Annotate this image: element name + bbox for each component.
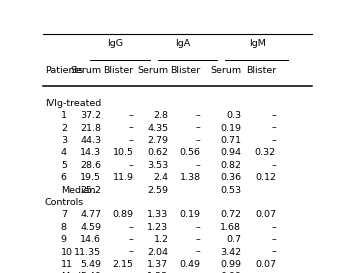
- Text: 4: 4: [61, 148, 67, 157]
- Text: 6: 6: [61, 173, 67, 182]
- Text: 8: 8: [61, 223, 67, 232]
- Text: 2: 2: [61, 124, 67, 133]
- Text: 0.49: 0.49: [180, 260, 201, 269]
- Text: IgM: IgM: [249, 39, 265, 48]
- Text: –: –: [271, 136, 276, 145]
- Text: 28.6: 28.6: [80, 161, 101, 170]
- Text: 5: 5: [61, 161, 67, 170]
- Text: 1.2: 1.2: [153, 235, 168, 244]
- Text: 1.23: 1.23: [147, 223, 168, 232]
- Text: 1.33: 1.33: [147, 210, 168, 219]
- Text: 2.8: 2.8: [153, 111, 168, 120]
- Text: 2.4: 2.4: [153, 173, 168, 182]
- Text: 14.6: 14.6: [80, 235, 101, 244]
- Text: –: –: [271, 124, 276, 133]
- Text: –: –: [271, 111, 276, 120]
- Text: –: –: [129, 136, 134, 145]
- Text: –: –: [196, 235, 201, 244]
- Text: 0.94: 0.94: [220, 148, 241, 157]
- Text: 2.79: 2.79: [147, 136, 168, 145]
- Text: –: –: [196, 136, 201, 145]
- Text: –: –: [129, 111, 134, 120]
- Text: 1: 1: [61, 111, 67, 120]
- Text: Serum: Serum: [210, 66, 241, 75]
- Text: 11.35: 11.35: [74, 248, 101, 257]
- Text: 0.62: 0.62: [147, 148, 168, 157]
- Text: –: –: [129, 161, 134, 170]
- Text: 7: 7: [61, 210, 67, 219]
- Text: 0.12: 0.12: [255, 173, 276, 182]
- Text: 0.3: 0.3: [226, 111, 241, 120]
- Text: Median: Median: [61, 186, 95, 195]
- Text: –: –: [129, 223, 134, 232]
- Text: –: –: [196, 124, 201, 133]
- Text: Blister: Blister: [103, 66, 134, 75]
- Text: 2.04: 2.04: [147, 248, 168, 257]
- Text: 4.77: 4.77: [80, 210, 101, 219]
- Text: 0.56: 0.56: [180, 148, 201, 157]
- Text: 0.82: 0.82: [220, 161, 241, 170]
- Text: –: –: [129, 124, 134, 133]
- Text: –: –: [129, 248, 134, 257]
- Text: –: –: [196, 223, 201, 232]
- Text: Serum: Serum: [137, 66, 168, 75]
- Text: 19.5: 19.5: [80, 173, 101, 182]
- Text: 9: 9: [61, 235, 67, 244]
- Text: Blister: Blister: [170, 66, 201, 75]
- Text: 37.2: 37.2: [80, 111, 101, 120]
- Text: 25.2: 25.2: [80, 186, 101, 195]
- Text: 0.89: 0.89: [112, 210, 134, 219]
- Text: 10: 10: [61, 248, 73, 257]
- Text: 0.19: 0.19: [220, 124, 241, 133]
- Text: –: –: [196, 111, 201, 120]
- Text: Blister: Blister: [246, 66, 276, 75]
- Text: 1.68: 1.68: [220, 223, 241, 232]
- Text: IVIg-treated: IVIg-treated: [45, 99, 101, 108]
- Text: 2.15: 2.15: [112, 260, 134, 269]
- Text: 44.3: 44.3: [80, 136, 101, 145]
- Text: 2.59: 2.59: [147, 186, 168, 195]
- Text: –: –: [271, 248, 276, 257]
- Text: 0.99: 0.99: [220, 260, 241, 269]
- Text: –: –: [129, 235, 134, 244]
- Text: 5.49: 5.49: [80, 272, 101, 273]
- Text: 0.99: 0.99: [220, 272, 241, 273]
- Text: 0.36: 0.36: [220, 173, 241, 182]
- Text: 0.7: 0.7: [226, 235, 241, 244]
- Text: 21.8: 21.8: [80, 124, 101, 133]
- Text: 0.07: 0.07: [255, 260, 276, 269]
- Text: 0.19: 0.19: [180, 210, 201, 219]
- Text: 3.42: 3.42: [220, 248, 241, 257]
- Text: 3: 3: [61, 136, 67, 145]
- Text: 4.59: 4.59: [80, 223, 101, 232]
- Text: Serum: Serum: [70, 66, 101, 75]
- Text: –: –: [271, 235, 276, 244]
- Text: Patients: Patients: [45, 66, 83, 75]
- Text: IgA: IgA: [176, 39, 191, 48]
- Text: 14.3: 14.3: [80, 148, 101, 157]
- Text: 11: 11: [61, 260, 73, 269]
- Text: 0.53: 0.53: [220, 186, 241, 195]
- Text: 1.38: 1.38: [179, 173, 201, 182]
- Text: Median: Median: [61, 272, 95, 273]
- Text: –: –: [271, 161, 276, 170]
- Text: –: –: [196, 248, 201, 257]
- Text: 11.9: 11.9: [112, 173, 134, 182]
- Text: 0.32: 0.32: [255, 148, 276, 157]
- Text: 10.5: 10.5: [112, 148, 134, 157]
- Text: IgG: IgG: [107, 39, 122, 48]
- Text: –: –: [271, 223, 276, 232]
- Text: 0.07: 0.07: [255, 210, 276, 219]
- Text: 1.37: 1.37: [147, 260, 168, 269]
- Text: 5.49: 5.49: [80, 260, 101, 269]
- Text: 0.71: 0.71: [220, 136, 241, 145]
- Text: 1.33: 1.33: [147, 272, 168, 273]
- Text: 0.72: 0.72: [220, 210, 241, 219]
- Text: 4.35: 4.35: [147, 124, 168, 133]
- Text: 3.53: 3.53: [147, 161, 168, 170]
- Text: Controls: Controls: [45, 198, 84, 207]
- Text: –: –: [196, 161, 201, 170]
